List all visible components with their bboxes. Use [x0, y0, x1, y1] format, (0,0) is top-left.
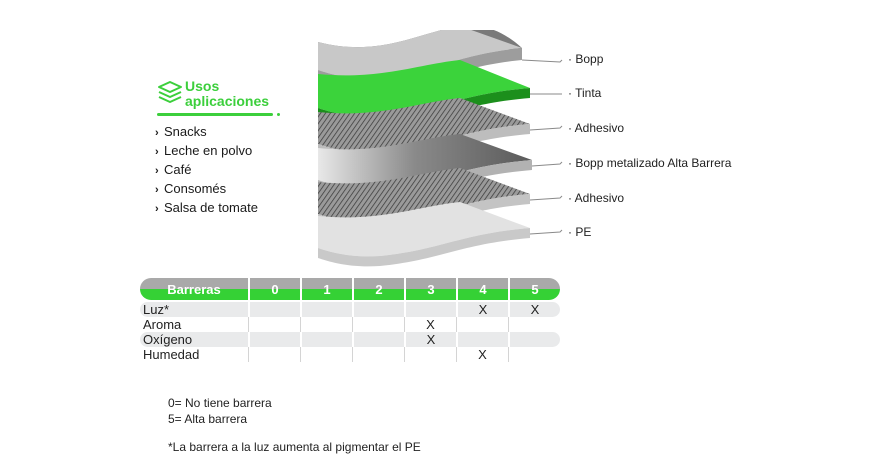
row-name: Luz* [140, 302, 248, 317]
chevron-right-icon: › [155, 127, 159, 139]
layer-label-text: Bopp [575, 52, 604, 66]
barrier-level-4: 4 [456, 278, 508, 300]
row-mark [300, 332, 352, 347]
row-spacer [140, 300, 560, 302]
layers-icon [158, 81, 182, 103]
table-row: Oxígeno X [140, 332, 560, 347]
row-mark [248, 317, 300, 332]
row-name: Aroma [143, 317, 182, 332]
uses-item: › Consomés [155, 180, 258, 199]
layer-label-text: Tinta [575, 86, 602, 100]
chevron-right-icon: › [155, 203, 159, 215]
layer-label-pe: · PE [568, 225, 592, 239]
uses-item-label: Salsa de tomate [164, 200, 258, 215]
row-mark [352, 347, 404, 362]
layer-label-bopp: · Bopp [568, 52, 604, 66]
row-mark [248, 302, 300, 317]
layer-stack-illustration [318, 25, 563, 267]
row-mark: X [404, 317, 456, 332]
row-mark [404, 302, 456, 317]
row-mark [456, 332, 508, 347]
row-mark [300, 347, 352, 362]
uses-underline-dot [277, 113, 280, 116]
row-mark: X [456, 347, 508, 362]
leader-lines [521, 59, 563, 235]
row-mark [404, 347, 456, 362]
barrier-level-5: 5 [508, 278, 560, 300]
row-mark [508, 332, 560, 347]
uses-title-line1: Usos [185, 78, 220, 94]
uses-item-label: Café [164, 162, 192, 177]
row-mark: X [508, 302, 560, 317]
uses-item-label: Leche en polvo [164, 143, 253, 158]
row-mark [248, 347, 300, 362]
uses-item-label: Consomés [164, 181, 227, 196]
row-mark [300, 302, 352, 317]
row-mark [352, 302, 404, 317]
uses-title-line2: aplicaciones [185, 93, 270, 109]
uses-title: Usos aplicaciones [185, 79, 269, 109]
row-mark [352, 317, 404, 332]
legend-0: 0= No tiene barrera [168, 396, 272, 410]
barrier-level-1: 1 [300, 278, 352, 300]
legend-5: 5= Alta barrera [168, 412, 248, 426]
barrier-table: Barreras 0 1 2 3 4 5 Luz* X X Aroma X [140, 278, 560, 362]
uses-item-label: Snacks [164, 124, 207, 139]
layer-label-text: Adhesivo [574, 121, 625, 135]
layer-stack: · Bopp · Tinta · Adhesivo · Bopp metaliz… [310, 25, 750, 270]
barrier-table-body: Luz* X X Aroma X Oxígeno X Hum [140, 300, 560, 362]
row-mark [248, 332, 300, 347]
footnote: *La barrera a la luz aumenta al pigmenta… [168, 440, 421, 454]
layer-label-text: PE [575, 225, 592, 239]
uses-list: › Snacks › Leche en polvo › Café › Consomés … [155, 123, 258, 218]
row-mark [508, 317, 560, 332]
uses-item: › Salsa de tomate [155, 199, 258, 218]
layer-label-bopp-metalizado: · Bopp metalizado Alta Barrera [568, 156, 732, 170]
uses-header: Usos aplicaciones [155, 78, 295, 116]
table-row: Aroma X [140, 317, 560, 332]
table-row: Luz* X X [140, 302, 560, 317]
table-row: Humedad X [140, 347, 560, 362]
barrier-header-row: Barreras 0 1 2 3 4 5 [140, 278, 560, 300]
uses-item: › Leche en polvo [155, 142, 258, 161]
uses-panel: Usos aplicaciones › Snacks › Leche en polv… [155, 78, 295, 215]
row-mark [300, 317, 352, 332]
row-mark [508, 347, 560, 362]
barrier-level-0: 0 [248, 278, 300, 300]
uses-underline [157, 113, 273, 116]
barrier-table-header: Barreras 0 1 2 3 4 5 [140, 278, 560, 300]
chevron-right-icon: › [155, 165, 159, 177]
layer-label-text: Adhesivo [574, 191, 625, 205]
barrier-level-2: 2 [352, 278, 404, 300]
row-mark [352, 332, 404, 347]
uses-item: › Snacks [155, 123, 258, 142]
barrier-header-label: Barreras [140, 278, 248, 300]
barrier-level-3: 3 [404, 278, 456, 300]
row-mark: X [456, 302, 508, 317]
row-mark: X [404, 332, 456, 347]
layer-label-adhesivo-2: · Adhesivo [568, 191, 625, 205]
layer-label-text: Bopp metalizado Alta Barrera [575, 156, 732, 170]
chevron-right-icon: › [155, 184, 159, 196]
chevron-right-icon: › [155, 146, 159, 158]
layer-pe [318, 202, 530, 267]
notes: 0= No tiene barrera 5= Alta barrera *La … [168, 395, 421, 455]
row-mark [456, 317, 508, 332]
uses-item: › Café [155, 161, 258, 180]
row-name: Humedad [143, 347, 200, 362]
layer-label-tinta: · Tinta [568, 86, 602, 100]
row-name: Oxígeno [140, 332, 248, 347]
layer-label-adhesivo-1: · Adhesivo [568, 121, 625, 135]
